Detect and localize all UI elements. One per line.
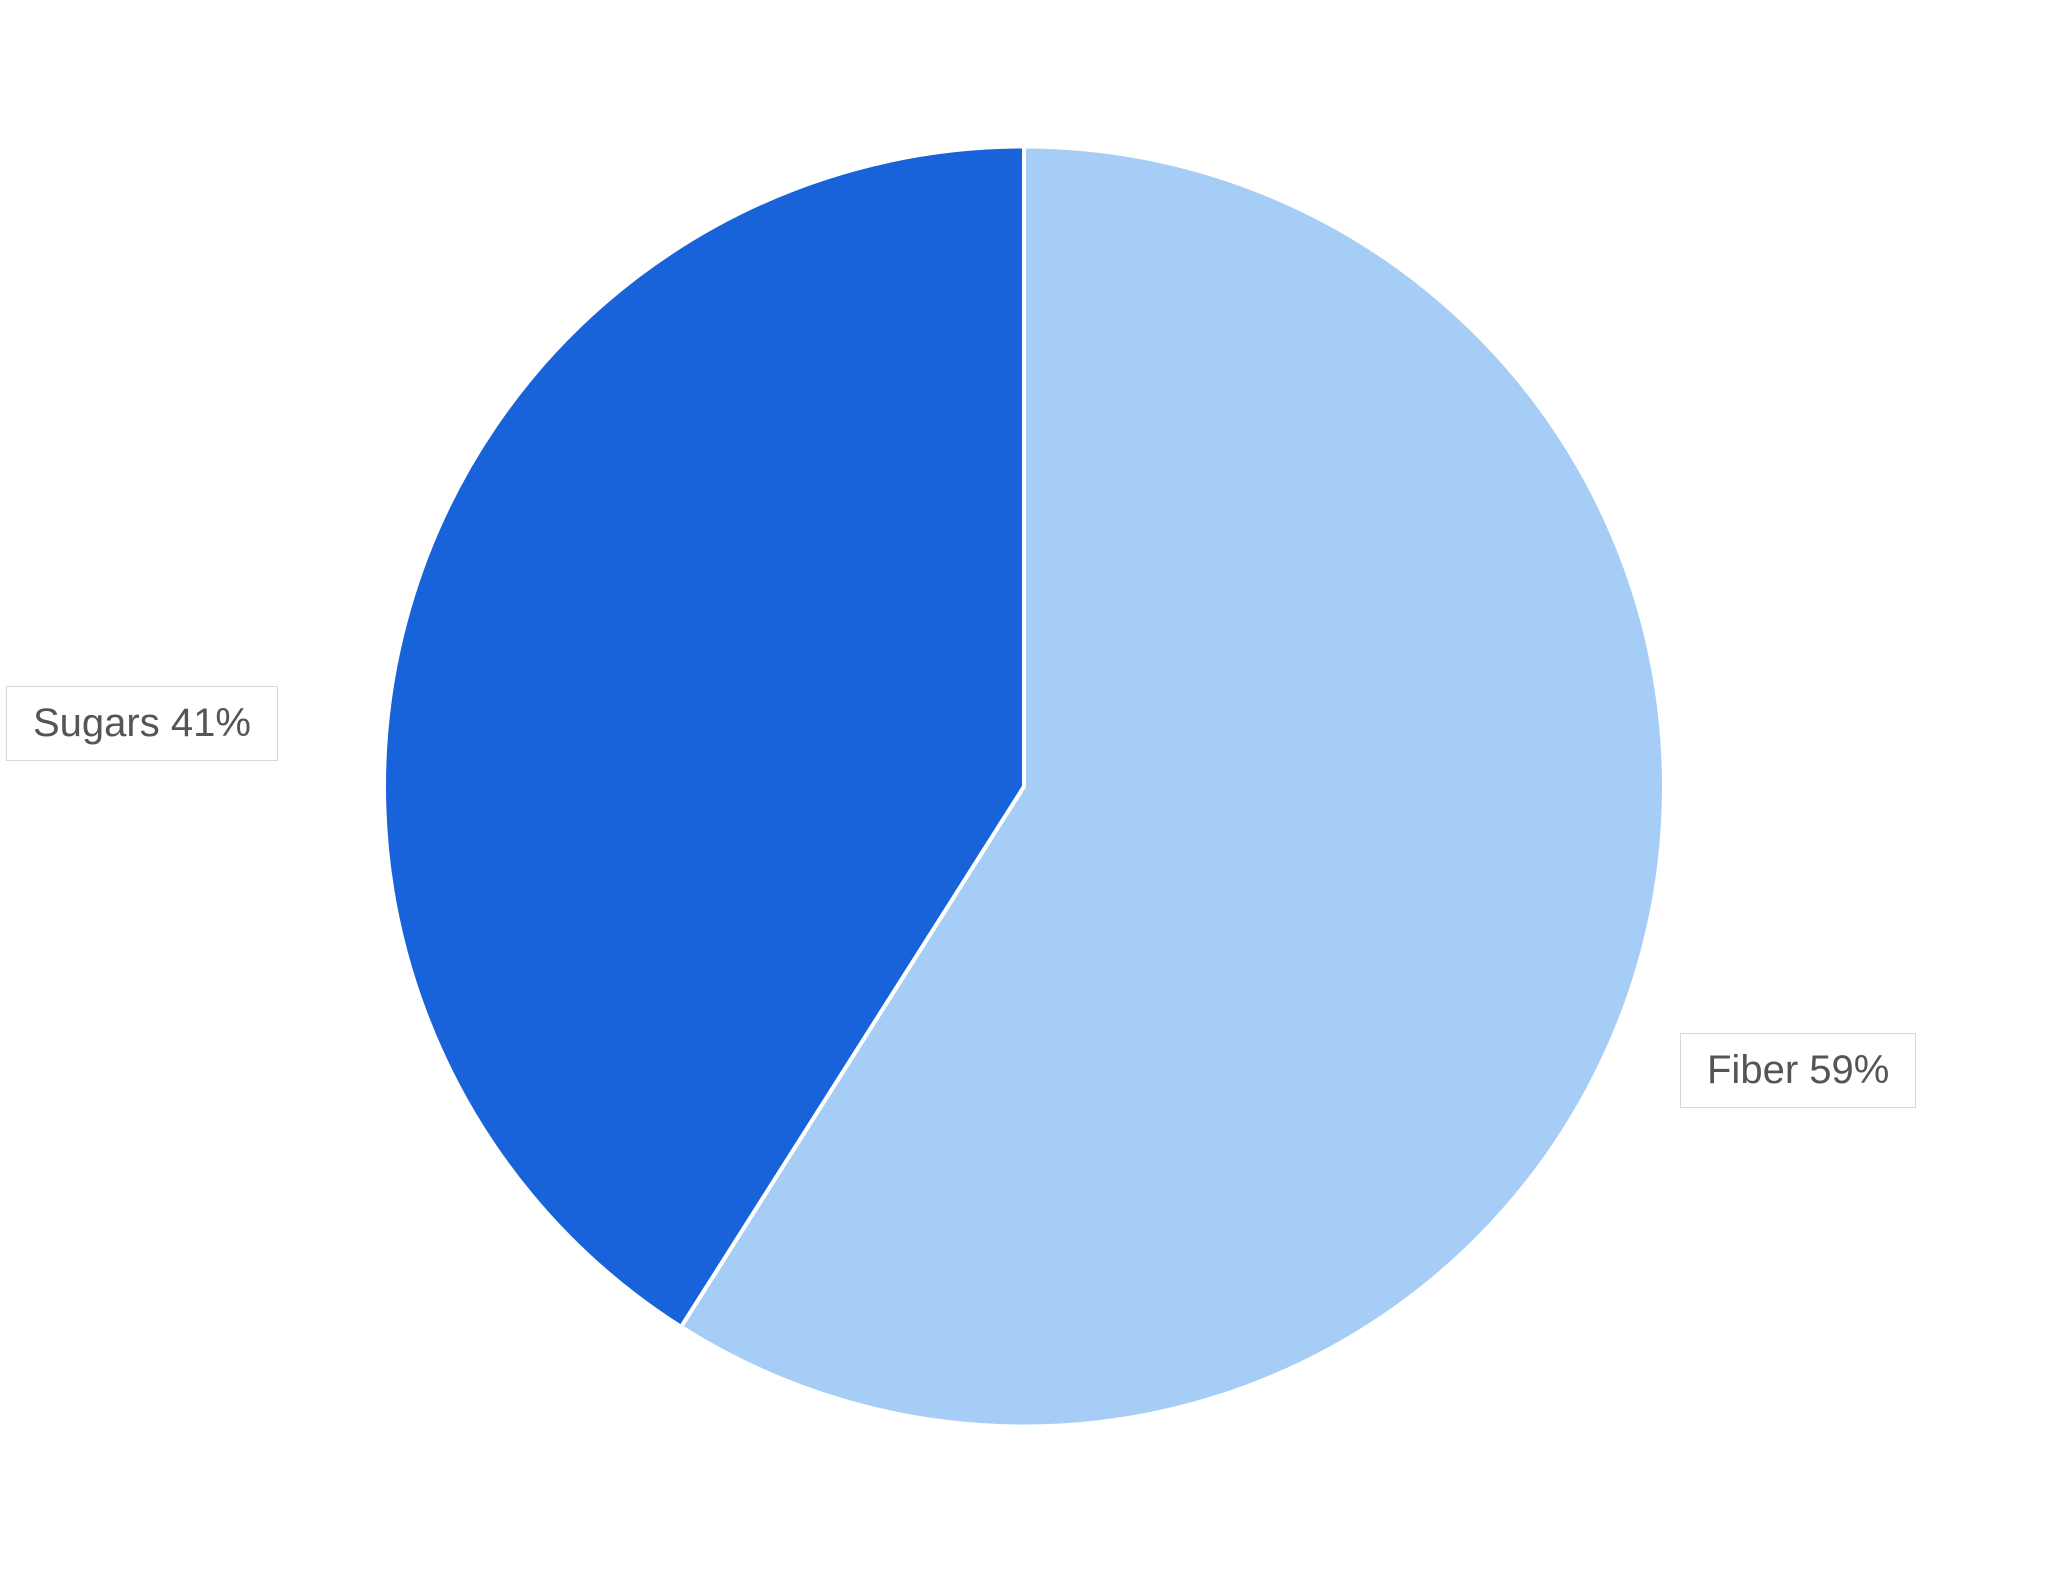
- pie-svg: [384, 147, 1664, 1427]
- slice-label-sugars-text: Sugars 41%: [33, 701, 251, 745]
- pie-chart: [384, 147, 1664, 1432]
- slice-label-sugars: Sugars 41%: [6, 686, 278, 761]
- slice-label-fiber-text: Fiber 59%: [1707, 1048, 1889, 1092]
- slice-label-fiber: Fiber 59%: [1680, 1033, 1916, 1108]
